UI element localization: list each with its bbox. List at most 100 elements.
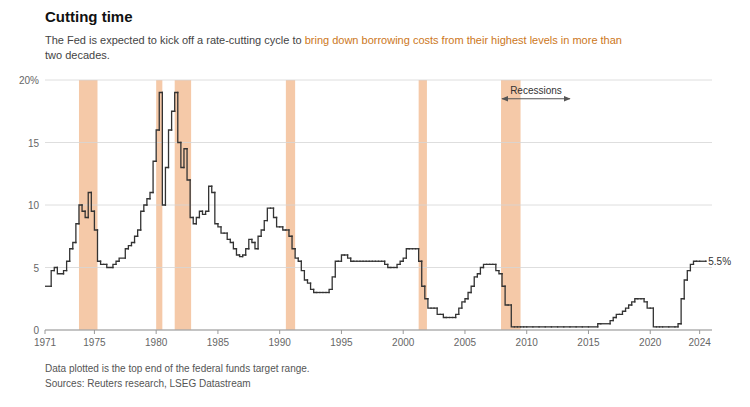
x-tick — [217, 330, 218, 334]
step-segment — [141, 211, 144, 230]
step-segment — [570, 326, 576, 327]
step-segment — [558, 326, 564, 327]
grid-line — [45, 80, 712, 81]
step-segment — [576, 326, 582, 327]
step-segment — [681, 299, 684, 324]
step-segment — [311, 283, 314, 289]
x-tick — [341, 330, 342, 334]
x-tick — [45, 330, 46, 334]
step-segment — [684, 280, 687, 299]
step-segment — [292, 236, 295, 249]
step-segment — [459, 308, 462, 314]
step-segment — [335, 261, 338, 277]
x-tick-label: 1980 — [145, 337, 168, 348]
step-segment — [196, 218, 199, 224]
step-segment — [221, 227, 224, 233]
step-segment — [246, 249, 249, 255]
step-segment — [190, 180, 193, 218]
x-tick-label: 2000 — [392, 337, 415, 348]
x-tick — [403, 330, 404, 334]
subtitle-part: The Fed is expected to kick off a rate-c… — [45, 34, 305, 46]
subtitle: The Fed is expected to kick off a rate-c… — [45, 34, 622, 46]
step-segment — [156, 130, 159, 161]
step-segment — [406, 249, 409, 258]
step-segment — [277, 218, 280, 227]
x-tick-label: 2024 — [689, 337, 712, 348]
step-segment — [468, 293, 471, 299]
step-segment — [150, 193, 153, 199]
step-segment — [295, 249, 298, 258]
x-tick — [279, 330, 280, 334]
step-segment — [261, 230, 264, 236]
x-tick — [156, 330, 157, 334]
step-segment — [653, 308, 656, 327]
step-segment — [51, 271, 54, 287]
step-segment — [45, 286, 51, 287]
step-segment — [564, 326, 570, 327]
step-segment — [496, 264, 499, 270]
step-segment — [700, 261, 706, 262]
step-segment — [236, 249, 239, 255]
step-segment — [258, 236, 261, 249]
step-segment — [73, 243, 76, 249]
x-tick-label: 2010 — [516, 337, 539, 348]
step-segment — [172, 111, 175, 130]
step-segment — [511, 305, 514, 327]
step-segment — [274, 208, 277, 217]
subtitle-part: two decades. — [45, 49, 110, 61]
step-segment — [428, 299, 431, 308]
step-segment — [289, 230, 292, 236]
title: Cutting time — [45, 8, 133, 25]
chart: Cutting time The Fed is expected to kick … — [0, 0, 750, 407]
step-segment — [82, 205, 85, 211]
step-segment — [422, 261, 425, 286]
x-axis-line — [45, 330, 712, 331]
step-segment — [588, 326, 597, 327]
grid-line — [45, 330, 712, 331]
annotation-arrow — [502, 98, 570, 99]
step-segment — [471, 286, 474, 292]
x-tick — [464, 330, 465, 334]
grid — [45, 80, 712, 330]
step-segment — [135, 236, 138, 242]
step-segment — [165, 168, 168, 206]
x-tick-label: 2020 — [639, 337, 662, 348]
x-tick-label: 1971 — [34, 337, 57, 348]
footnote: Sources: Reuters research, LSEG Datastre… — [45, 378, 251, 389]
x-tick-label: 1995 — [330, 337, 353, 348]
x-tick-label: 1975 — [83, 337, 106, 348]
footnote: Data plotted is the top end of the feder… — [45, 363, 310, 374]
x-tick — [526, 330, 527, 334]
x-tick-label: 2005 — [454, 337, 477, 348]
y-tick-label: 15 — [28, 138, 40, 149]
step-segment — [233, 243, 236, 249]
step-segment — [94, 211, 97, 230]
step-segment — [419, 249, 422, 262]
step-segment — [97, 230, 100, 261]
x-tick-label: 2015 — [577, 337, 600, 348]
step-segment — [187, 149, 190, 180]
step-segment — [502, 274, 505, 287]
step-segment — [341, 255, 344, 261]
x-tick — [699, 330, 700, 334]
x-tick — [588, 330, 589, 334]
y-tick-label: 5 — [33, 263, 39, 274]
x-tick-label: 1990 — [269, 337, 292, 348]
x-tick — [94, 330, 95, 334]
step-segment — [227, 233, 230, 239]
step-segment — [125, 249, 128, 258]
step-segment — [264, 221, 267, 230]
step-segment — [153, 161, 156, 192]
step-segment — [138, 230, 141, 236]
subtitle-part: bring down borrowing costs from their hi… — [305, 34, 622, 46]
step-segment — [533, 326, 539, 327]
step-segment — [169, 130, 172, 168]
step-segment — [425, 286, 428, 299]
step-segment — [437, 308, 440, 314]
step-segment — [107, 264, 113, 267]
step-segment — [505, 286, 508, 305]
y-tick-label: 0 — [33, 325, 39, 336]
step-segment — [91, 193, 94, 212]
step-segment — [669, 326, 675, 327]
step-segment — [67, 261, 70, 270]
